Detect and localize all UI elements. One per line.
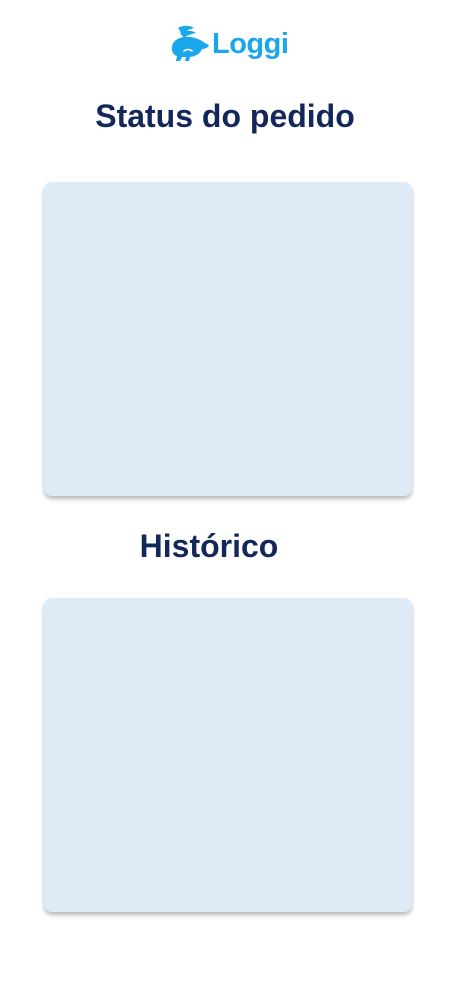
history-card xyxy=(44,598,412,912)
rabbit-icon xyxy=(171,25,209,61)
status-card xyxy=(44,182,412,496)
loggi-logo: Loggi xyxy=(168,24,289,64)
brand-name: Loggi xyxy=(212,28,289,60)
status-title: Status do pedido xyxy=(95,98,355,134)
history-title: Histórico xyxy=(139,528,279,564)
